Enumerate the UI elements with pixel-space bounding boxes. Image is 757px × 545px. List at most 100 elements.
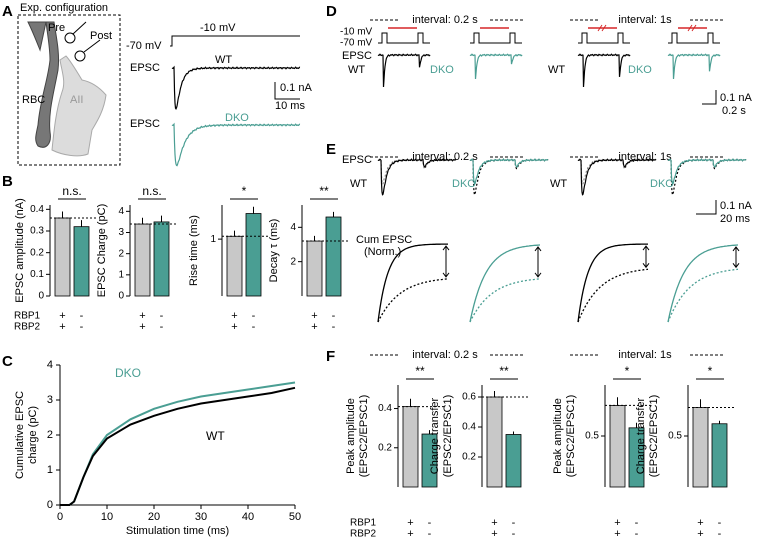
difference-arrow [642, 245, 650, 269]
y-tick-label: 3 [118, 227, 124, 238]
genotype-sign: + [697, 517, 703, 529]
significance: * [708, 364, 713, 378]
x-tick-label: 20 [148, 511, 160, 523]
axis-break [687, 24, 697, 32]
epsc-trace [469, 158, 549, 185]
x-tick-label: 30 [195, 511, 207, 523]
scale-label: 0.2 s [722, 105, 746, 117]
cumulative-trace [469, 244, 540, 323]
epsc-trace [667, 158, 747, 185]
y-tick-label: 0.4 [462, 422, 476, 433]
y-axis-label: Rise time (ms) [188, 215, 200, 286]
epsc-trace [577, 158, 657, 196]
genotype-sign: + [59, 321, 65, 333]
y-tick-label: 2 [290, 256, 296, 267]
epsc-trace [469, 53, 523, 80]
difference-arrow [442, 245, 450, 278]
interval-label: interval: 0.2 s [412, 14, 478, 26]
epsc-trace [577, 53, 631, 88]
scale-label: 0.1 nA [280, 82, 312, 94]
y-axis-label: Charge transfer [429, 397, 441, 474]
y-axis-label: Charge transfer [635, 397, 647, 474]
genotype-sign: + [231, 310, 237, 322]
cumulative-trace [577, 268, 649, 323]
bar [421, 433, 438, 488]
x-axis-label: Stimulation time (ms) [126, 525, 229, 537]
significance: n.s. [142, 184, 161, 198]
y-tick-label: 0.2 [462, 452, 476, 463]
epsc-trace [667, 53, 721, 80]
interval-label: interval: 1s [618, 14, 672, 26]
y-tick-label: 0.2 [30, 247, 44, 258]
genotype-sign: + [311, 321, 317, 333]
y-axis-label: Decay τ (ms) [268, 219, 280, 283]
voltage-label: -70 mV [340, 38, 373, 49]
genotype-sign: + [614, 517, 620, 529]
y-axis-label: (EPSC2/EPSC1) [358, 395, 370, 478]
genotype-sign: + [407, 517, 413, 529]
bar [306, 240, 323, 297]
genotype-sign: - [332, 310, 336, 322]
panel-label: C [2, 353, 13, 370]
scale-label: 10 ms [275, 100, 305, 112]
y-tick-label: 0 [118, 291, 124, 302]
y-tick-label: 2 [118, 248, 124, 259]
voltage-protocol [668, 32, 720, 44]
genotype-sign: - [80, 321, 84, 333]
genotype-sign: - [635, 528, 639, 540]
genotype-label: WT [350, 178, 367, 190]
genotype-row: RBP1 [14, 311, 41, 322]
trace-label: EPSC [130, 118, 160, 130]
y-axis-label: charge (pC) [27, 406, 39, 464]
cumulative-trace [667, 268, 739, 323]
pipette-line [72, 21, 87, 35]
y-tick-label: 0.4 [30, 204, 44, 215]
cum-label: (Norm.) [364, 246, 401, 258]
voltage-step [170, 35, 300, 47]
epsc-trace [377, 158, 457, 196]
y-tick-label: 0 [38, 291, 44, 302]
y-tick-label: 0.1 [30, 269, 44, 280]
genotype-label: DKO [430, 64, 454, 76]
difference-arrow [732, 246, 740, 269]
genotype-label: DKO [628, 64, 652, 76]
bar [54, 217, 71, 297]
interval-label: interval: 0.2 s [412, 349, 478, 361]
genotype-sign: - [718, 528, 722, 540]
genotype-row: RBP2 [350, 529, 377, 540]
genotype-sign: - [252, 321, 256, 333]
bar [711, 423, 728, 488]
y-axis-label: (EPSC2/EPSC1) [442, 395, 454, 478]
y-tick-label: 0.4 [378, 403, 392, 414]
y-tick-label: 0.6 [462, 392, 476, 403]
pipette-post [74, 50, 86, 62]
y-tick-label: 1 [47, 464, 53, 476]
bar [245, 213, 262, 297]
panel-label: D [326, 3, 337, 20]
cell-label: AII [70, 94, 83, 106]
panel-label: E [326, 141, 336, 158]
config-box [17, 14, 121, 166]
cell-label: RBC [22, 94, 45, 106]
genotype-sign: - [80, 310, 84, 322]
scale-label: 0.1 nA [720, 92, 752, 104]
epsc-trace [171, 65, 301, 110]
interval-label: interval: 1s [618, 151, 672, 163]
y-tick-label: 0.2 [378, 442, 392, 453]
genotype-label: DKO [452, 178, 476, 190]
genotype-label: WT [550, 178, 567, 190]
genotype-sign: + [407, 528, 413, 540]
genotype-sign: - [428, 528, 432, 540]
panel-label: F [326, 348, 335, 365]
y-axis-label: (EPSC2/EPSC1) [565, 395, 577, 478]
genotype-sign: - [160, 321, 164, 333]
series-label: WT [206, 429, 225, 443]
voltage-label: -10 mV [200, 22, 236, 34]
scale-label: 0.1 nA [720, 200, 752, 212]
panel-label: B [2, 173, 13, 190]
genotype-label: WT [548, 64, 565, 76]
interval-label: interval: 1s [618, 349, 672, 361]
genotype-sign: - [512, 528, 516, 540]
bar [692, 407, 709, 488]
